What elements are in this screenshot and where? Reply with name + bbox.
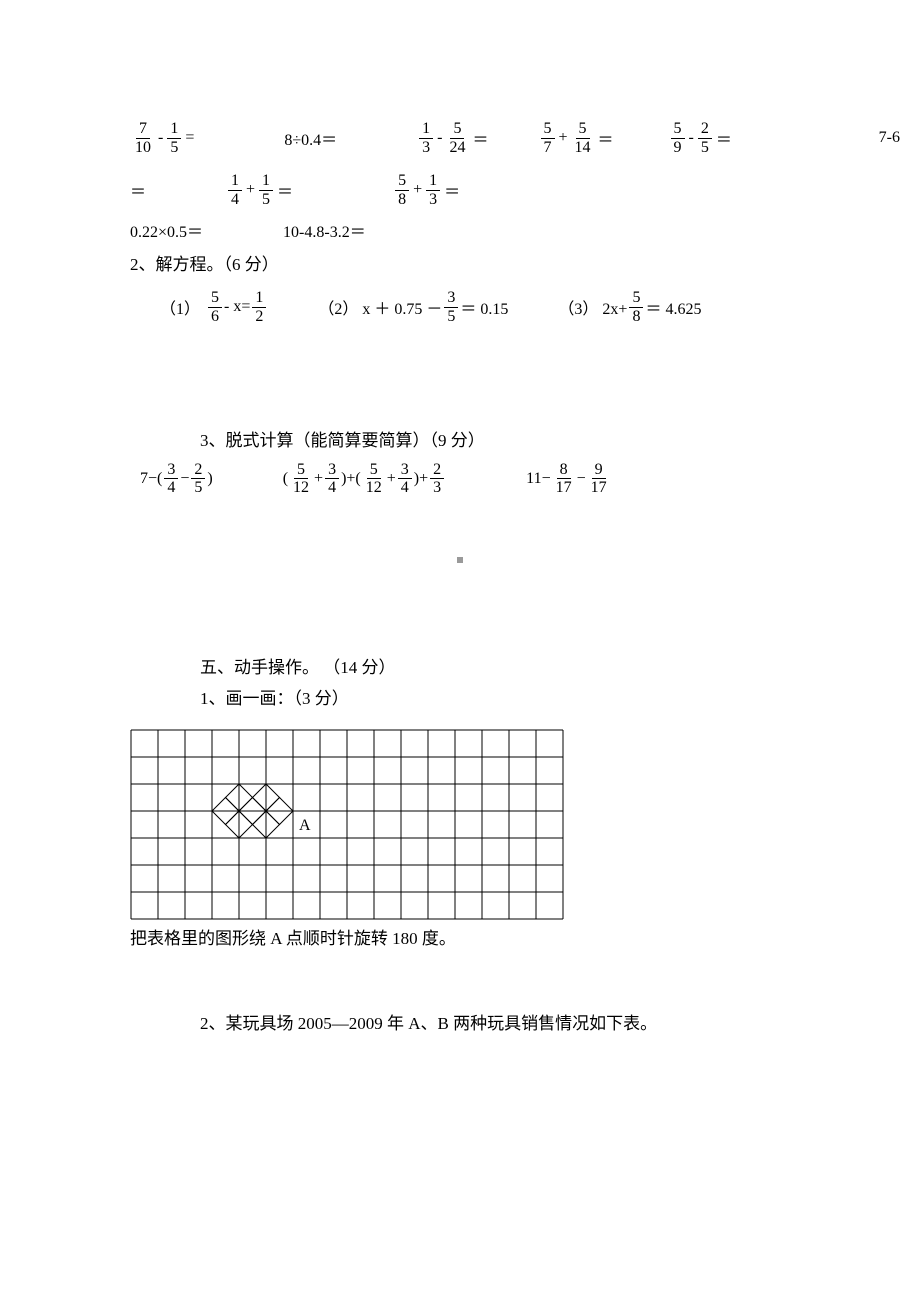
equations-row: （1） 56 - x= 12 （2） x ＋ 0.75 － 35 ＝ 0.15 … (160, 289, 890, 325)
svg-text:A: A (299, 817, 311, 834)
q3-title: 3、脱式计算（能简算要简算）（9 分） (200, 426, 890, 451)
expr-1a: 710 - 15 = (130, 120, 194, 156)
eq-3: （3） 2x+ 58 ＝ 4.625 (558, 289, 701, 325)
num: 1 (167, 120, 181, 139)
arith-row-2: ＝ 14 + 15 ＝ 58 + 13 ＝ (130, 172, 890, 208)
expr-2c: 58 + 13 ＝ (393, 172, 460, 208)
rotation-grid: A (130, 729, 562, 920)
equals: = (185, 129, 194, 147)
sec5-2: 2、某玩具场 2005—2009 年 A、B 两种玩具销售情况如下表。 (200, 1009, 890, 1034)
q3-c: 11− 817 − 917 (526, 461, 611, 497)
q3-row: 7 −( 34 − 25 ) ( 512 + 34 )+( 512 + 34 )… (140, 461, 890, 497)
expr-1b: 8÷0.4＝ (284, 126, 337, 150)
grid-svg: A (130, 729, 564, 920)
q2-title: 2、解方程。（6 分） (130, 250, 890, 275)
arith-row-3: 0.22×0.5＝ 10-4.8-3.2＝ (130, 218, 890, 242)
den: 10 (132, 139, 154, 157)
grid-caption: 把表格里的图形绕 A 点顺时针旋转 180 度。 (130, 924, 890, 949)
op: - (158, 129, 163, 147)
num: 7 (136, 120, 150, 139)
eq-2: （2） x ＋ 0.75 － 35 ＝ 0.15 (318, 289, 508, 325)
expr-1f: 7-6 (879, 129, 900, 147)
sec5-title: 五、动手操作。 （14 分） (200, 653, 890, 678)
arith-row-1: 710 - 15 = 8÷0.4＝ 13 - 524 ＝ 57 + 514 ＝ … (130, 120, 890, 156)
expr-1e: 59 - 25 ＝ (669, 120, 732, 156)
expr-1c: 13 - 524 ＝ (417, 120, 488, 156)
expr-3b: 10-4.8-3.2＝ (283, 218, 366, 242)
document-page: 710 - 15 = 8÷0.4＝ 13 - 524 ＝ 57 + 514 ＝ … (0, 0, 920, 1094)
q3-b: ( 512 + 34 )+( 512 + 34 )+ 23 (283, 461, 446, 497)
expr-2a-trail: ＝ (130, 178, 146, 202)
eq-1: （1） 56 - x= 12 (160, 289, 268, 325)
sec5-1: 1、画一画：（3 分） (200, 684, 890, 709)
q3-a: 7 −( 34 − 25 ) (140, 461, 213, 497)
center-dot-icon (457, 557, 463, 563)
expr-1d: 57 + 514 ＝ (539, 120, 614, 156)
den: 5 (167, 139, 181, 157)
expr-2b: 14 + 15 ＝ (226, 172, 293, 208)
expr-3a: 0.22×0.5＝ (130, 218, 203, 242)
